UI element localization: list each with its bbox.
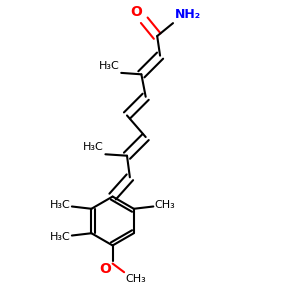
- Text: CH₃: CH₃: [154, 200, 175, 210]
- Text: NH₂: NH₂: [175, 8, 201, 21]
- Text: H₃C: H₃C: [83, 142, 104, 152]
- Text: H₃C: H₃C: [50, 200, 71, 210]
- Text: H₃C: H₃C: [99, 61, 120, 70]
- Text: H₃C: H₃C: [50, 232, 71, 242]
- Text: O: O: [99, 262, 111, 276]
- Text: CH₃: CH₃: [125, 274, 146, 284]
- Text: O: O: [130, 4, 142, 19]
